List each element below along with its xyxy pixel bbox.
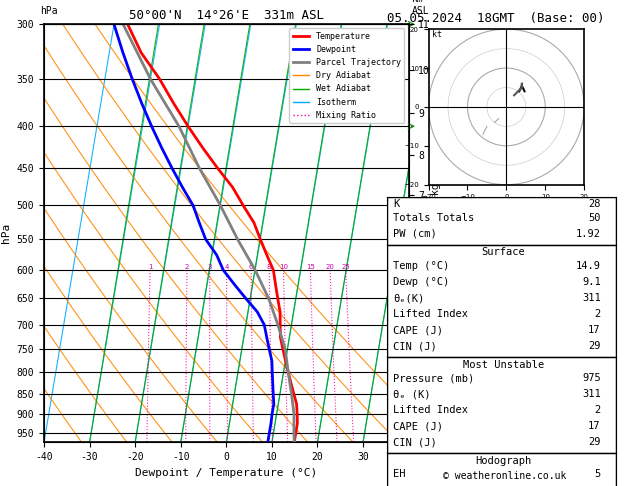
Text: Most Unstable: Most Unstable xyxy=(462,360,544,370)
Text: 2: 2 xyxy=(594,309,601,319)
Text: Mixing Ratio (g/kg): Mixing Ratio (g/kg) xyxy=(430,177,440,289)
Text: 29: 29 xyxy=(588,341,601,351)
Text: Temp (°C): Temp (°C) xyxy=(393,261,449,271)
Text: PW (cm): PW (cm) xyxy=(393,229,437,239)
Text: 15: 15 xyxy=(306,264,315,270)
Text: 311: 311 xyxy=(582,293,601,303)
Text: 25: 25 xyxy=(342,264,350,270)
Text: Surface: Surface xyxy=(481,247,525,258)
Text: km
ASL: km ASL xyxy=(412,0,430,16)
Text: Lifted Index: Lifted Index xyxy=(393,405,468,416)
Text: 14.9: 14.9 xyxy=(576,261,601,271)
Text: CIN (J): CIN (J) xyxy=(393,437,437,448)
Text: hPa: hPa xyxy=(40,6,58,16)
Text: 28: 28 xyxy=(588,199,601,209)
Text: CAPE (J): CAPE (J) xyxy=(393,325,443,335)
Text: © weatheronline.co.uk: © weatheronline.co.uk xyxy=(443,471,567,481)
Text: 9.1: 9.1 xyxy=(582,277,601,287)
Y-axis label: hPa: hPa xyxy=(1,223,11,243)
Text: 10: 10 xyxy=(279,264,288,270)
Text: θₑ (K): θₑ (K) xyxy=(393,389,431,399)
Text: kt: kt xyxy=(433,30,442,39)
Text: 50: 50 xyxy=(588,213,601,223)
Text: 2: 2 xyxy=(185,264,189,270)
Text: Dewp (°C): Dewp (°C) xyxy=(393,277,449,287)
Title: 50°00'N  14°26'E  331m ASL: 50°00'N 14°26'E 331m ASL xyxy=(129,9,324,22)
X-axis label: Dewpoint / Temperature (°C): Dewpoint / Temperature (°C) xyxy=(135,468,318,478)
Text: 975: 975 xyxy=(582,373,601,383)
Text: 17: 17 xyxy=(588,325,601,335)
Text: 17: 17 xyxy=(588,421,601,432)
Text: 311: 311 xyxy=(582,389,601,399)
Legend: Temperature, Dewpoint, Parcel Trajectory, Dry Adiabat, Wet Adiabat, Isotherm, Mi: Temperature, Dewpoint, Parcel Trajectory… xyxy=(289,29,404,123)
Text: CAPE (J): CAPE (J) xyxy=(393,421,443,432)
Text: 29: 29 xyxy=(588,437,601,448)
Text: Totals Totals: Totals Totals xyxy=(393,213,474,223)
Text: 1: 1 xyxy=(148,264,152,270)
Text: CIN (J): CIN (J) xyxy=(393,341,437,351)
Text: θₑ(K): θₑ(K) xyxy=(393,293,425,303)
Text: 05.05.2024  18GMT  (Base: 00): 05.05.2024 18GMT (Base: 00) xyxy=(387,12,604,25)
Text: K: K xyxy=(393,199,399,209)
Text: 4: 4 xyxy=(225,264,229,270)
Text: Lifted Index: Lifted Index xyxy=(393,309,468,319)
Text: Pressure (mb): Pressure (mb) xyxy=(393,373,474,383)
Text: EH: EH xyxy=(393,469,406,480)
Text: 1.92: 1.92 xyxy=(576,229,601,239)
Text: Hodograph: Hodograph xyxy=(475,456,532,466)
Text: 5: 5 xyxy=(594,469,601,480)
Text: 8: 8 xyxy=(267,264,272,270)
Text: 6: 6 xyxy=(249,264,253,270)
Text: 3: 3 xyxy=(208,264,212,270)
Text: 2: 2 xyxy=(594,405,601,416)
Text: LCL: LCL xyxy=(394,411,409,420)
Text: 20: 20 xyxy=(326,264,335,270)
